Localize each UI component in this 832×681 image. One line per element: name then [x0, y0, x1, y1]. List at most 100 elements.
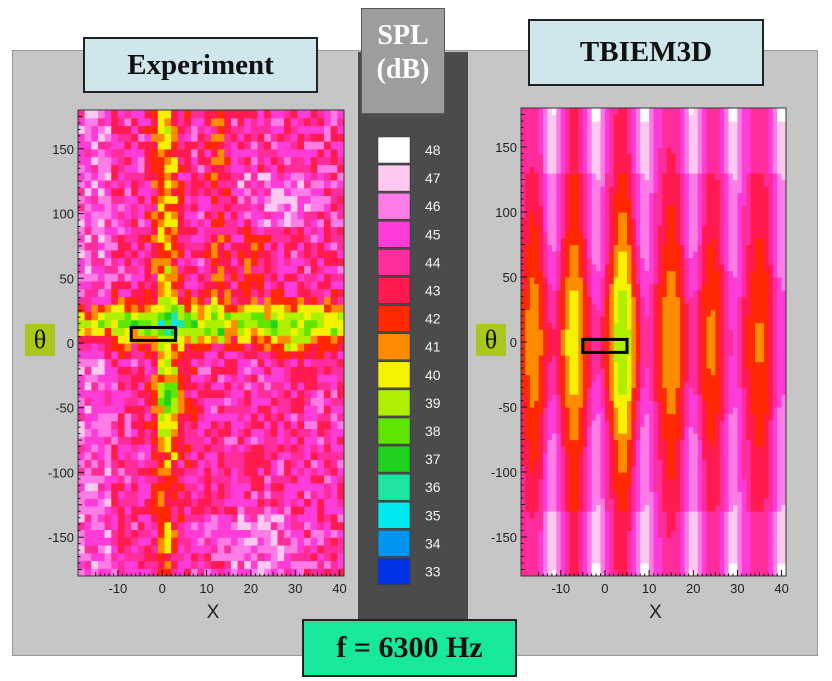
heatmap-cell	[565, 426, 571, 434]
heatmap-cell	[337, 141, 344, 150]
heatmap-cell	[627, 160, 633, 168]
heatmap-cell	[521, 355, 527, 363]
heatmap-cell	[337, 203, 344, 212]
heatmap-cell	[525, 335, 531, 343]
heatmap-cell	[230, 436, 239, 445]
heatmap-cell	[622, 459, 628, 467]
heatmap-cell	[574, 147, 580, 155]
heatmap-cell	[543, 556, 549, 564]
heatmap-cell	[304, 436, 312, 445]
heatmap-cell	[177, 467, 185, 476]
heatmap-cell	[84, 412, 92, 422]
heatmap-cell	[635, 491, 641, 499]
heatmap-cell	[671, 550, 677, 558]
heatmap-cell	[211, 249, 219, 259]
heatmap-cell	[324, 490, 332, 499]
heatmap-cell	[551, 147, 557, 155]
heatmap-cell	[662, 446, 668, 454]
heatmap-cell	[644, 504, 650, 512]
heatmap-cell	[124, 319, 132, 329]
heatmap-cell	[600, 244, 606, 252]
heatmap-cell	[574, 374, 580, 382]
heatmap-cell	[197, 405, 205, 414]
heatmap-cell	[324, 381, 332, 391]
heatmap-cell	[171, 490, 179, 499]
heatmap-cell	[578, 498, 584, 506]
heatmap-cell	[551, 316, 557, 324]
heatmap-cell	[534, 413, 540, 421]
heatmap-cell	[521, 114, 527, 122]
heatmap-cell	[211, 428, 219, 437]
heatmap-cell	[290, 560, 299, 569]
heatmap-cell	[131, 397, 139, 406]
heatmap-cell	[184, 358, 192, 367]
heatmap-cell	[117, 451, 126, 461]
heatmap-cell	[635, 127, 641, 135]
heatmap-cell	[556, 381, 562, 389]
heatmap-cell	[649, 459, 655, 467]
heatmap-cell	[538, 387, 544, 395]
heatmap-cell	[217, 164, 225, 173]
heatmap-cell	[330, 249, 338, 259]
heatmap-cell	[640, 212, 646, 220]
heatmap-cell	[551, 530, 557, 538]
heatmap-cell	[191, 234, 199, 243]
heatmap-cell	[631, 537, 637, 545]
heatmap-cell	[587, 322, 593, 330]
heatmap-cell	[653, 504, 659, 512]
heatmap-cell	[657, 205, 663, 213]
heatmap-cell	[565, 127, 571, 135]
x-tick-label: 20	[244, 581, 258, 596]
heatmap-cell	[104, 451, 112, 461]
heatmap-cell	[144, 568, 152, 576]
heatmap-cell	[556, 368, 562, 376]
heatmap-cell	[649, 322, 655, 330]
heatmap-cell	[217, 195, 225, 204]
heatmap-cell	[131, 195, 139, 204]
heatmap-cell	[324, 358, 332, 367]
heatmap-cell	[551, 381, 557, 389]
heatmap-cell	[556, 114, 562, 122]
heatmap-cell	[582, 316, 588, 324]
heatmap-cell	[551, 270, 557, 278]
heatmap-cell	[600, 205, 606, 213]
heatmap-cell	[551, 498, 557, 506]
heatmap-cell	[304, 257, 312, 266]
heatmap-cell	[244, 381, 252, 391]
heatmap-cell	[284, 288, 292, 297]
heatmap-cell	[613, 251, 619, 259]
heatmap-cell	[164, 148, 172, 158]
heatmap-cell	[310, 203, 318, 212]
heatmap-cell	[290, 265, 299, 274]
heatmap-cell	[244, 249, 252, 259]
heatmap-cell	[560, 205, 566, 213]
heatmap-cell	[551, 478, 557, 486]
heatmap-cell	[151, 117, 159, 127]
heatmap-cell	[627, 511, 633, 519]
heatmap-cell	[324, 389, 332, 398]
heatmap-cell	[591, 173, 597, 181]
heatmap-cell	[104, 172, 112, 181]
heatmap-cell	[217, 560, 225, 569]
heatmap-cell	[204, 195, 212, 204]
heatmap-cell	[525, 517, 531, 525]
heatmap-cell	[157, 319, 166, 329]
heatmap-cell	[230, 257, 239, 266]
heatmap-cell	[78, 358, 86, 367]
heatmap-cell	[675, 426, 681, 434]
heatmap-cell	[578, 160, 584, 168]
heatmap-cell	[230, 141, 239, 150]
heatmap-cell	[124, 568, 132, 576]
heatmap-cell	[144, 195, 152, 204]
heatmap-cell	[284, 110, 292, 119]
heatmap-cell	[534, 556, 540, 564]
heatmap-cell	[184, 311, 192, 321]
heatmap-cell	[618, 368, 624, 376]
heatmap-cell	[627, 127, 633, 135]
heatmap-cell	[78, 568, 86, 576]
heatmap-cell	[538, 491, 544, 499]
heatmap-cell	[600, 212, 606, 220]
heatmap-cell	[529, 563, 535, 571]
heatmap-cell	[622, 387, 628, 395]
heatmap-cell	[565, 543, 571, 551]
